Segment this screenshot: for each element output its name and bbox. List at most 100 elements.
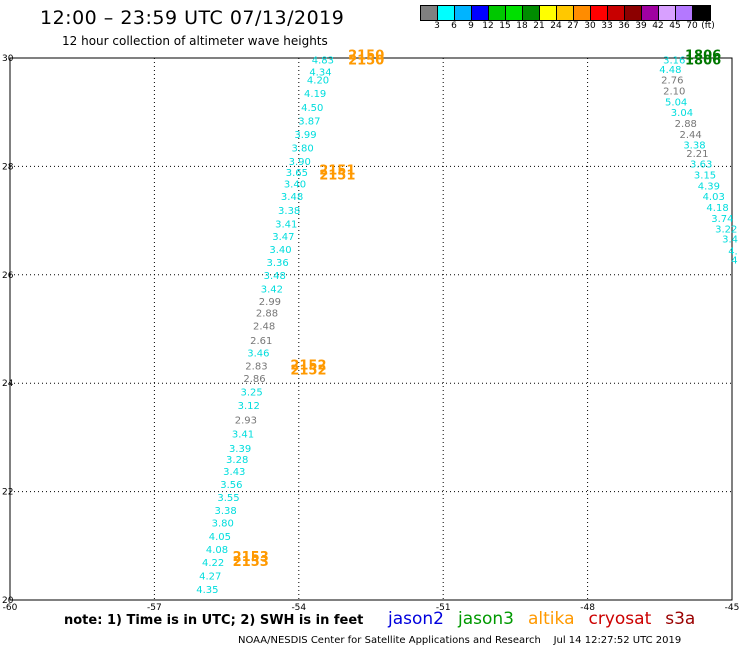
scale-label: 12 (482, 21, 494, 31)
swh-value-label: 3.99 (294, 130, 316, 141)
color-swatch (642, 6, 659, 20)
scale-label: 30 (584, 21, 596, 31)
color-swatch (540, 6, 557, 20)
scale-label: 33 (601, 21, 613, 31)
swh-value-label: 2.48 (253, 322, 275, 333)
x-tick-label: -57 (147, 603, 162, 613)
color-swatch (489, 6, 506, 20)
pass-number-label: 2153 (233, 550, 269, 565)
color-swatch (574, 6, 591, 20)
y-tick-label: 30 (2, 54, 14, 64)
y-tick-label: 28 (2, 162, 14, 172)
swh-value-label: 3.16 (663, 56, 685, 67)
color-swatch (591, 6, 608, 20)
swh-value-label: 2.83 (245, 361, 267, 372)
swh-value-label: 5.04 (665, 97, 687, 108)
swh-value-label: 2.99 (259, 297, 281, 308)
scale-label: 45 (669, 21, 681, 31)
x-tick-label: -54 (291, 603, 306, 613)
color-swatch (557, 6, 574, 20)
y-tick-label: 26 (2, 271, 14, 281)
x-tick-label: -48 (580, 603, 595, 613)
swh-value-label: 3.56 (220, 480, 242, 491)
scale-label: (ft) (701, 21, 715, 31)
swh-value-label: 2.86 (243, 374, 265, 385)
color-swatch (455, 6, 472, 20)
pass-number-label: 2151 (319, 164, 355, 179)
scale-label: 6 (451, 21, 457, 31)
swh-value-label: 4.19 (304, 89, 326, 100)
x-tick-label: -60 (3, 603, 18, 613)
scale-label: 3 (434, 21, 440, 31)
swh-value-label: 3.41 (232, 430, 254, 441)
swh-value-label: 3.87 (298, 116, 320, 127)
swh-value-label: 2.88 (675, 119, 697, 130)
swh-value-label: 2.61 (250, 336, 272, 347)
swh-value-label: 2.76 (661, 76, 683, 87)
color-swatch (421, 6, 438, 20)
swh-value-label: 3.65 (286, 168, 308, 179)
units-note: note: 1) Time is in UTC; 2) SWH is in fe… (64, 613, 364, 628)
credit-line: NOAA/NESDIS Center for Satellite Applica… (238, 635, 682, 646)
scale-label: 9 (468, 21, 474, 31)
color-swatch (693, 6, 710, 20)
swh-value-label: 3.25 (240, 387, 262, 398)
x-tick-label: -45 (725, 603, 740, 613)
swh-value-label: 3.80 (292, 143, 314, 154)
swh-value-label: 3.42 (261, 284, 283, 295)
scale-label: 21 (533, 21, 545, 31)
swh-value-label: 3.55 (217, 493, 239, 504)
pass-number-label: 2150 (348, 49, 384, 64)
pass-number-label: 2152 (290, 359, 326, 374)
color-swatch (438, 6, 455, 20)
y-tick-label: 24 (2, 379, 14, 389)
swh-value-label: 2.10 (663, 87, 685, 98)
color-swatch (506, 6, 523, 20)
swh-value-label: 3.48 (281, 192, 303, 203)
color-swatch (472, 6, 489, 20)
x-tick-label: -51 (436, 603, 451, 613)
satellite-name: jason2 (388, 609, 444, 629)
swh-value-label: 4.27 (199, 572, 221, 583)
swh-value-label: 4.08 (206, 545, 228, 556)
wave-height-color-scale (420, 5, 711, 21)
swh-value-label: 4.35 (196, 585, 218, 596)
swh-value-label: 3.90 (289, 157, 311, 168)
color-swatch (625, 6, 642, 20)
y-tick-label: 22 (2, 488, 13, 498)
pass-number-label: 2150 (348, 54, 384, 69)
swh-value-label: 3.43 (223, 467, 245, 478)
swh-value-label: 2.88 (256, 309, 278, 320)
scale-label: 70 (686, 21, 698, 31)
swh-value-label: 4.48 (659, 65, 681, 76)
satellite-name: s3a (665, 609, 696, 629)
swh-value-label: 3.47 (272, 232, 294, 243)
pass-number-label: 2152 (290, 364, 326, 379)
swh-value-label: 2.44 (679, 130, 701, 141)
swh-value-label: 3.39 (229, 444, 251, 455)
swh-value-label: 3.12 (238, 401, 260, 412)
swh-value-label: 4.20 (307, 76, 329, 87)
swh-value-label: 3.28 (226, 455, 248, 466)
scale-label: 15 (499, 21, 511, 31)
scale-label: 39 (635, 21, 647, 31)
swh-value-label: 4.83 (312, 56, 334, 67)
pass-number-label: 2153 (233, 555, 269, 570)
swh-value-label: 3.38 (278, 206, 300, 217)
swh-value-label: 3.40 (284, 180, 306, 191)
color-swatch (659, 6, 676, 20)
scale-label: 36 (618, 21, 630, 31)
swh-value-label: 3.04 (671, 108, 693, 119)
satellite-legend: jason2 jason3 altika cryosat s3a (388, 609, 709, 629)
swh-value-label: 3.80 (212, 518, 234, 529)
swh-value-label: 4. (728, 246, 738, 257)
swh-value-label: 3.22 (715, 225, 737, 236)
swh-value-label: 4.50 (301, 103, 323, 114)
satellite-name: altika (528, 609, 575, 629)
swh-value-label: 3.38 (215, 506, 237, 517)
swh-value-label: 3.15 (694, 171, 716, 182)
swh-value-label: 3.36 (266, 258, 288, 269)
swh-value-label: 3.4 (722, 234, 738, 245)
scale-label: 18 (516, 21, 528, 31)
y-tick-label: 20 (2, 596, 14, 606)
